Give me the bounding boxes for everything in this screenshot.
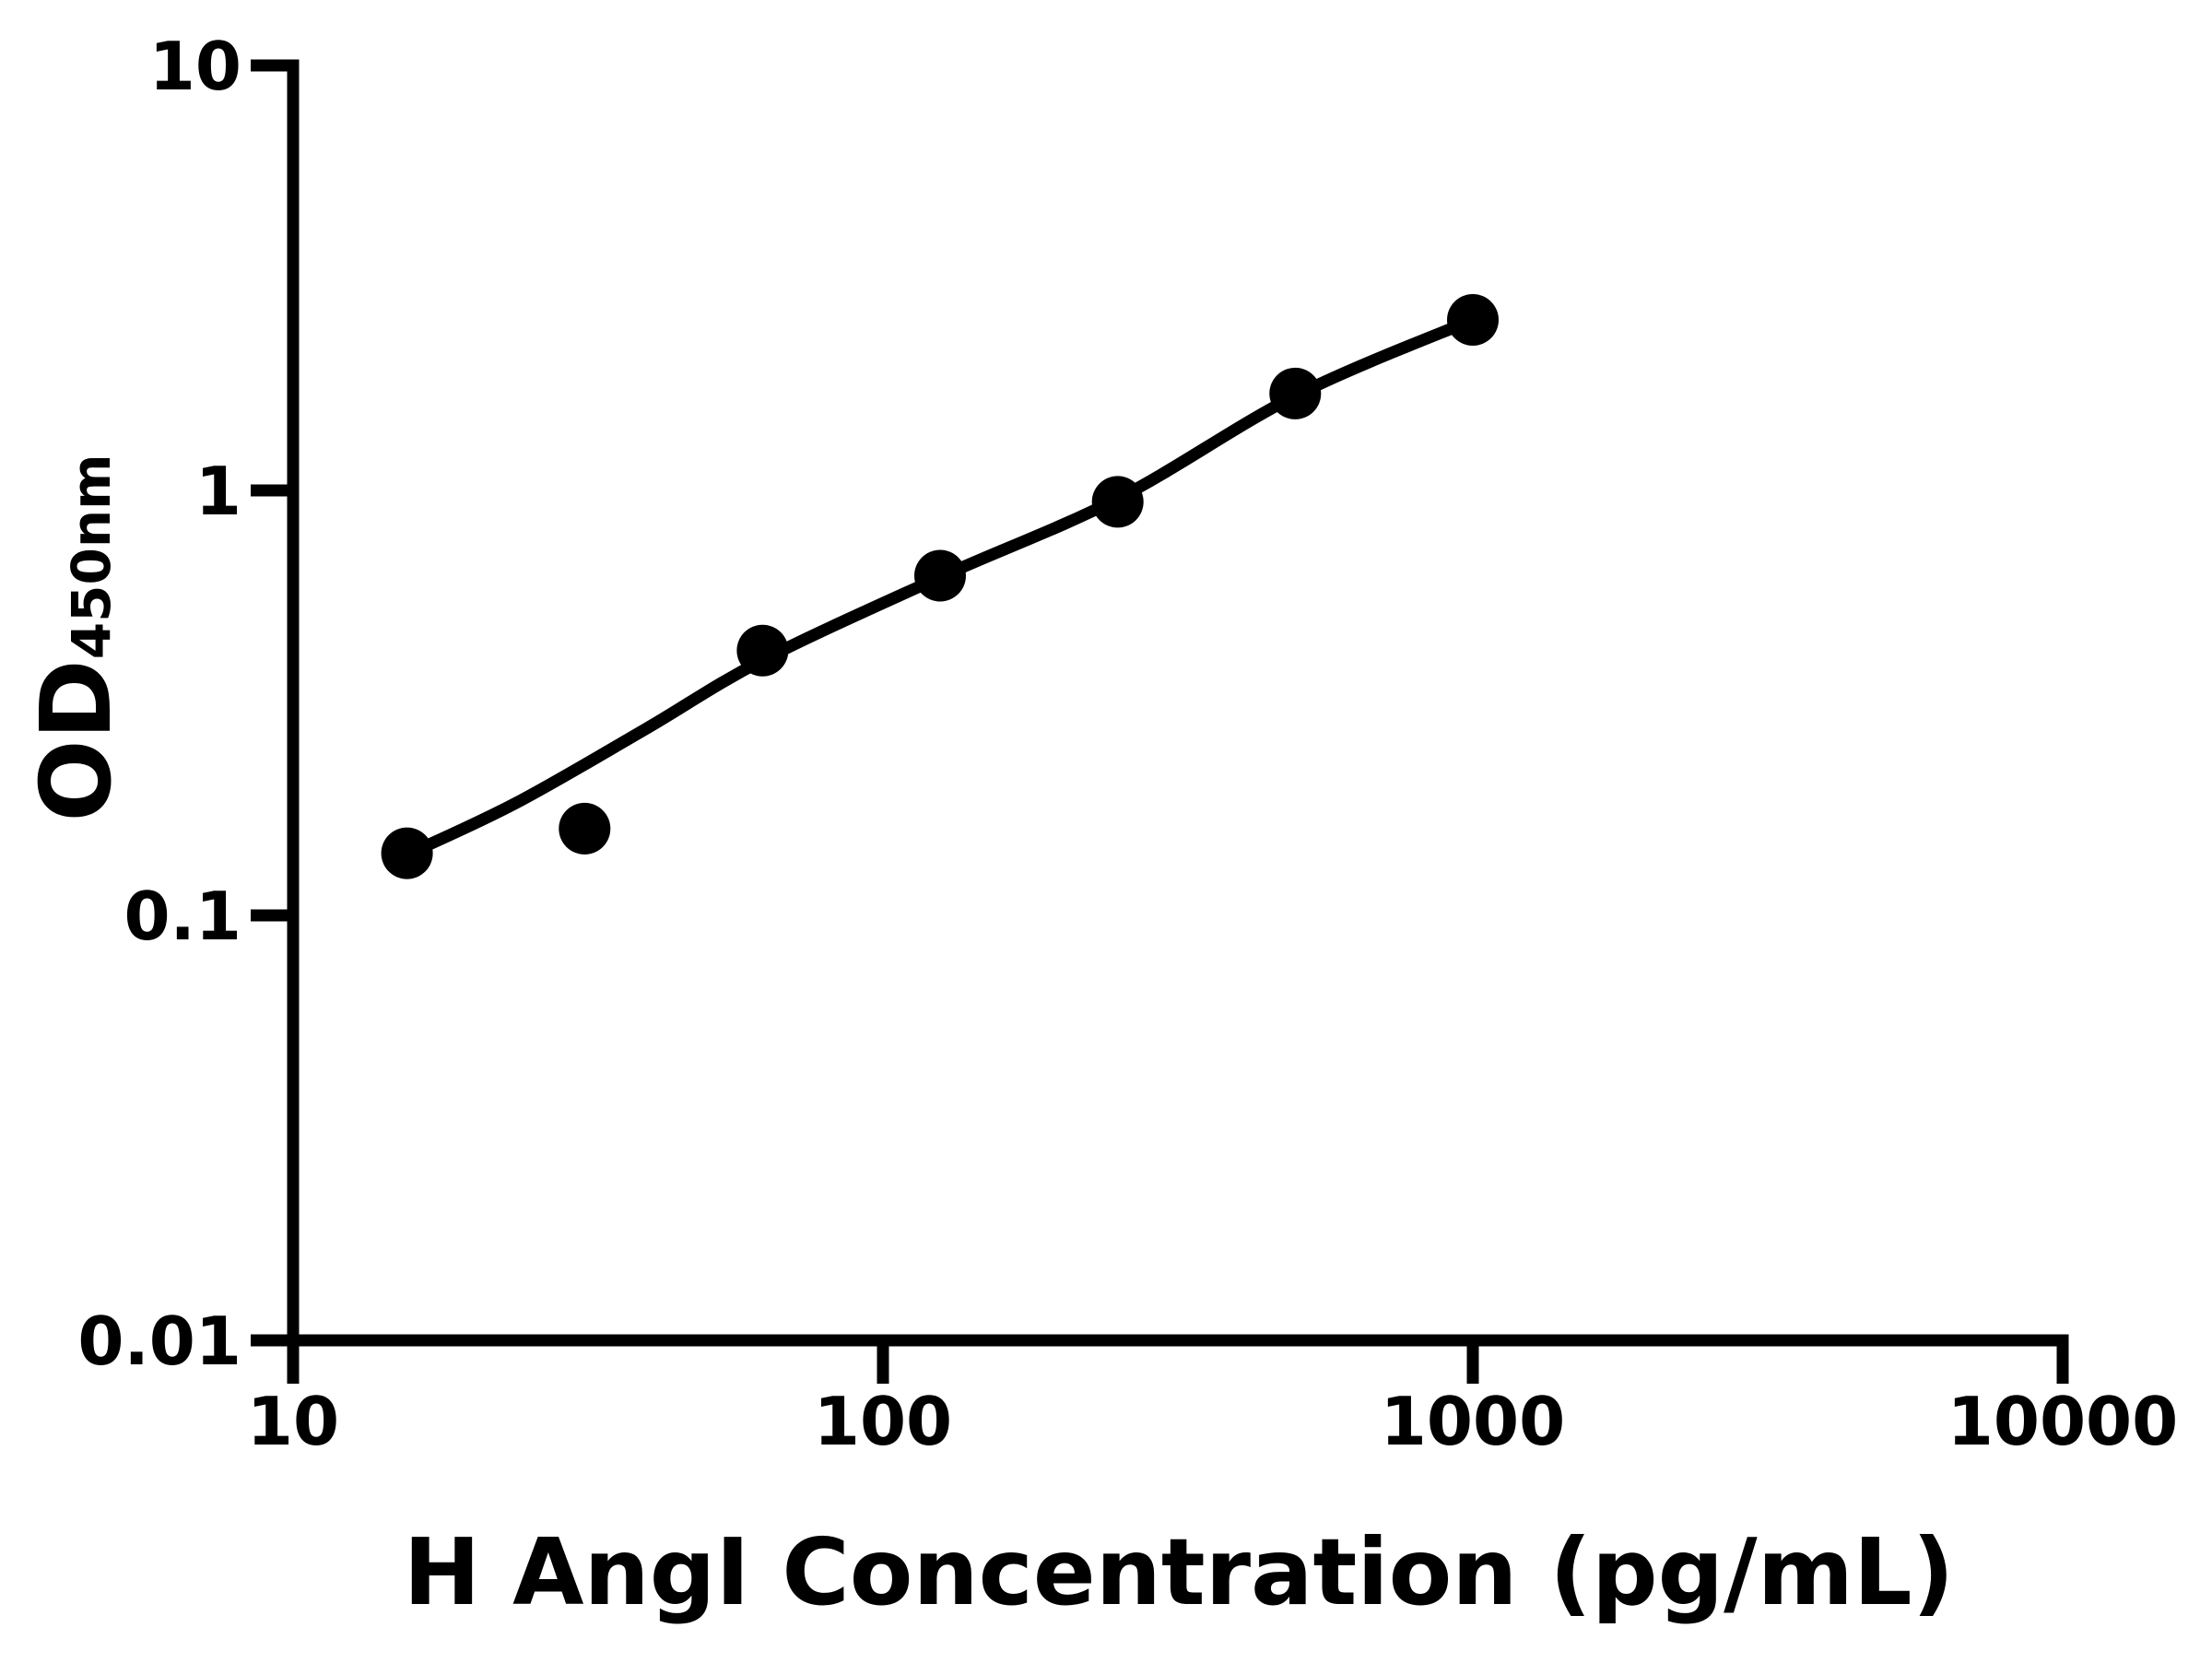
y-axis-title-subscript: 450nm — [60, 454, 123, 659]
data-point-marker — [1269, 367, 1322, 419]
x-tick-label: 1000 — [1381, 1383, 1565, 1460]
y-tick-label: 10 — [149, 28, 241, 105]
x-axis-title: H AngI Concentration (pg/mL) — [404, 1518, 1955, 1626]
y-axis-title-base: OD — [20, 659, 133, 821]
axes — [287, 59, 2069, 1347]
y-tick-label: 1 — [195, 453, 241, 530]
y-tick-label: 0.01 — [77, 1303, 241, 1380]
axis-ticks — [251, 59, 2069, 1384]
data-point-marker — [1447, 294, 1499, 346]
x-tick-label: 10000 — [1947, 1383, 2179, 1460]
data-point-marker — [559, 802, 611, 855]
data-point-marker — [1091, 476, 1144, 528]
data-points — [381, 294, 1499, 879]
data-point-marker — [381, 827, 433, 879]
x-tick-label: 100 — [814, 1383, 952, 1460]
y-axis-title: OD450nm — [20, 454, 133, 821]
y-tick-label: 0.1 — [124, 878, 241, 955]
x-tick-label: 10 — [247, 1383, 339, 1460]
data-point-marker — [914, 549, 966, 602]
data-point-marker — [736, 624, 789, 677]
